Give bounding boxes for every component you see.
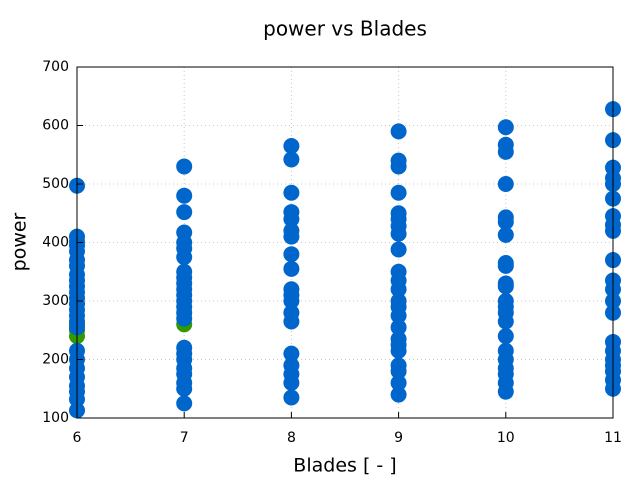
scatter-point (283, 246, 300, 263)
scatter-point (497, 278, 514, 295)
scatter-point (497, 226, 514, 243)
scatter-point (497, 143, 514, 160)
scatter-point (176, 187, 193, 204)
scatter-point (283, 228, 300, 245)
scatter-point (497, 214, 514, 231)
y-tick-label: 700 (42, 59, 69, 75)
scatter-point (497, 328, 514, 345)
scatter-point (497, 383, 514, 400)
x-tick-label: 11 (604, 430, 622, 446)
y-axis-label: power (9, 212, 31, 271)
plot-marks (69, 101, 621, 419)
chart-title: power vs Blades (263, 17, 427, 41)
x-axis-label: Blades [ - ] (293, 455, 396, 477)
scatter-point (497, 313, 514, 330)
scatter-point (283, 211, 300, 228)
scatter-point (390, 386, 407, 403)
scatter-point (390, 241, 407, 258)
scatter-point (283, 137, 300, 154)
scatter-point (390, 363, 407, 380)
scatter-point (176, 158, 193, 175)
scatter-point (283, 374, 300, 391)
y-tick-label: 300 (42, 293, 69, 309)
y-tick-label: 200 (42, 352, 69, 368)
scatter-point (497, 176, 514, 192)
x-tick-label: 10 (497, 430, 515, 446)
scatter-point (283, 184, 300, 201)
scatter-point (390, 123, 407, 140)
x-tick-label: 9 (394, 430, 403, 446)
scatter-point (497, 119, 514, 136)
x-tick-label: 7 (180, 430, 189, 446)
scatter-point (176, 380, 193, 397)
scatter-point (390, 158, 407, 175)
scatter-point (390, 307, 407, 324)
y-tick-label: 400 (42, 235, 69, 251)
scatter-point (176, 249, 193, 266)
scatter-point (390, 374, 407, 391)
y-tick-label: 100 (42, 410, 69, 426)
grid (76, 66, 614, 419)
scatter-point (283, 313, 300, 330)
scatter-point (283, 345, 300, 362)
scatter-point (390, 342, 407, 359)
y-tick-label: 600 (42, 118, 69, 134)
y-tick-label: 500 (42, 176, 69, 192)
scatter-point (283, 293, 300, 309)
scatter-point (176, 395, 193, 412)
scatter-point (390, 184, 407, 201)
x-tick-label: 8 (287, 430, 296, 446)
scatter-point (176, 310, 193, 327)
scatter-point (390, 319, 407, 336)
scatter-point (497, 257, 514, 274)
scatter-point (390, 281, 407, 298)
scatter-point (283, 260, 300, 277)
scatter-point (283, 389, 300, 406)
scatter-point (283, 151, 300, 168)
x-tick-label: 6 (73, 430, 82, 446)
scatter-point (176, 204, 193, 221)
ticks: 100 200 300 400 500 600 700 6 7 8 9 10 11 (42, 59, 622, 446)
scatter-point (390, 225, 407, 242)
